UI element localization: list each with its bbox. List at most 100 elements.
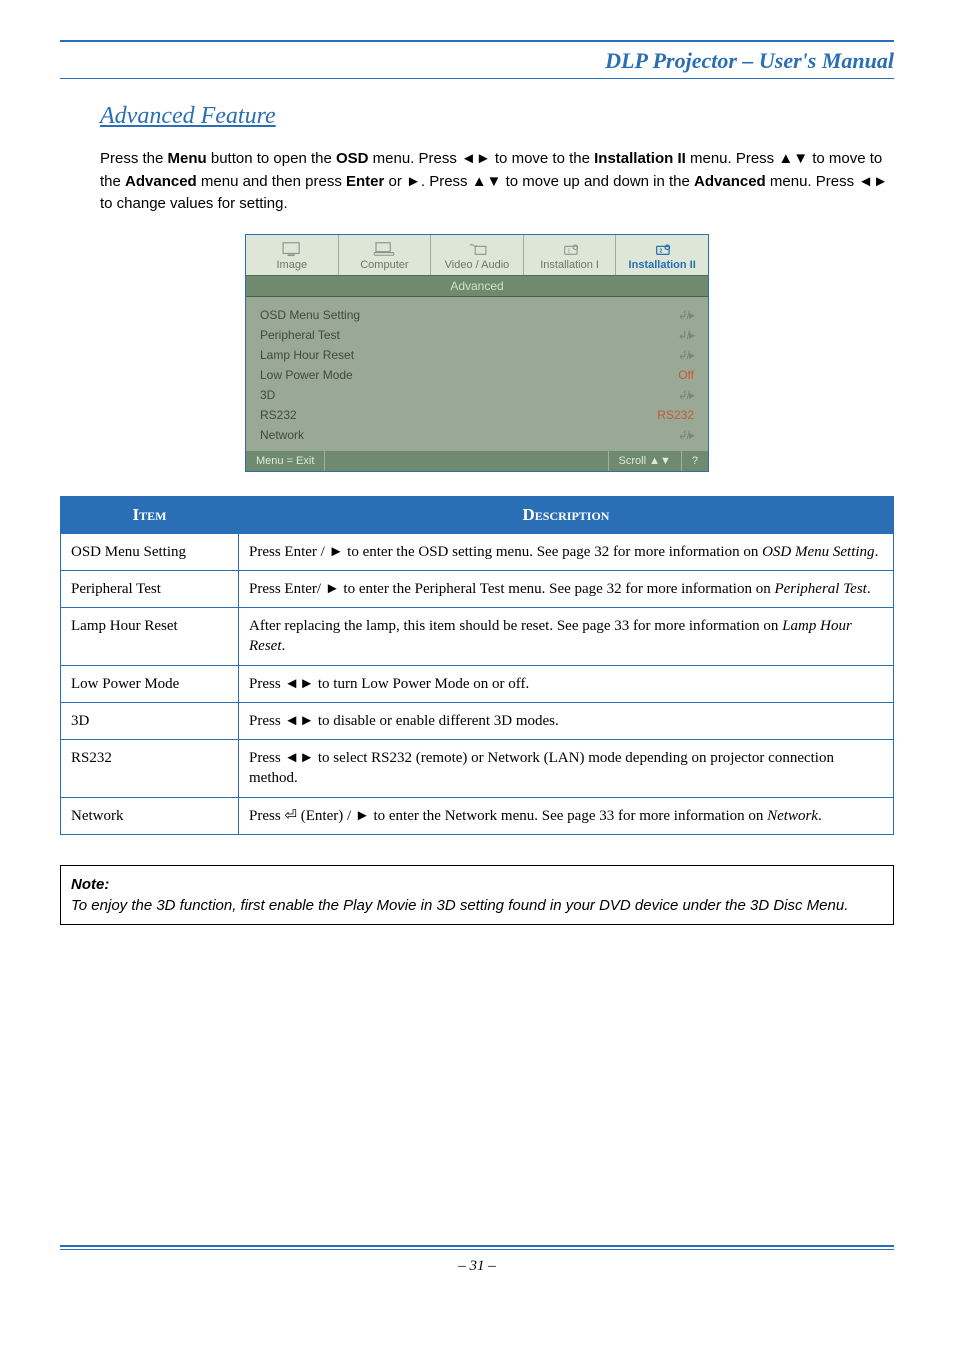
tab-label: Video / Audio [445, 259, 510, 271]
kw-enter: Enter [346, 173, 384, 190]
enter-icon: ↲/▸ [678, 428, 694, 442]
osd-footer-help-icon: ? [681, 451, 708, 471]
osd-tab-installation-2: 2 Installation II [616, 235, 708, 275]
txt-em: Network [767, 808, 818, 824]
intro-paragraph: Press the Menu button to open the OSD me… [100, 148, 894, 216]
cell-item: 3D [61, 702, 239, 739]
enter-icon: ↲/▸ [678, 348, 694, 362]
txt-em: OSD Menu Setting [762, 544, 874, 560]
th-item: Item [61, 496, 239, 533]
osd-row: Network ↲/▸ [260, 425, 694, 445]
description-table: Item Description OSD Menu Setting Press … [60, 496, 894, 835]
osd-tab-computer: Computer [339, 235, 432, 275]
osd-row-value: RS232 [657, 408, 694, 422]
cell-desc: Press ◄► to select RS232 (remote) or Net… [239, 740, 894, 798]
enter-icon: ↲/▸ [678, 308, 694, 322]
table-row: OSD Menu Setting Press Enter / ► to ente… [61, 533, 894, 570]
note-label: Note: [71, 876, 109, 893]
table-row: Network Press ⏎ (Enter) / ► to enter the… [61, 797, 894, 834]
cell-item: Peripheral Test [61, 570, 239, 607]
computer-icon [373, 241, 395, 257]
osd-row-label: Peripheral Test [260, 328, 340, 342]
osd-tab-image: Image [246, 235, 339, 275]
osd-row-label: Lamp Hour Reset [260, 348, 354, 362]
txt: menu. Press ◄► to move to the [369, 150, 595, 167]
video-audio-icon [466, 241, 488, 257]
cell-item: OSD Menu Setting [61, 533, 239, 570]
osd-row: 3D ↲/▸ [260, 385, 694, 405]
osd-row-label: 3D [260, 388, 275, 402]
osd-footer-left: Menu = Exit [246, 451, 325, 471]
kw-menu: Menu [168, 150, 207, 167]
osd-tab-installation-1: 1 Installation I [524, 235, 617, 275]
osd-row: Lamp Hour Reset ↲/▸ [260, 345, 694, 365]
installation1-icon: 1 [559, 241, 581, 257]
osd-footer-right: Scroll ▲▼ [608, 451, 681, 471]
table-row: RS232 Press ◄► to select RS232 (remote) … [61, 740, 894, 798]
kw-inst2: Installation II [594, 150, 686, 167]
note-text: To enjoy the 3D function, first enable t… [71, 897, 848, 914]
osd-row-label: RS232 [260, 408, 297, 422]
txt: . [281, 638, 285, 654]
txt: Press the [100, 150, 168, 167]
osd-screenshot: Image Computer Video / Audio 1 Installat… [245, 234, 709, 472]
header-title: DLP Projector – User's Manual [60, 48, 894, 74]
svg-text:1: 1 [567, 248, 570, 254]
osd-body: OSD Menu Setting ↲/▸ Peripheral Test ↲/▸ L… [246, 297, 708, 451]
cell-desc: Press Enter / ► to enter the OSD setting… [239, 533, 894, 570]
txt: Press ◄► to turn Low Power Mode on or of… [249, 676, 529, 692]
section-heading: Advanced Feature [100, 103, 894, 130]
cell-item: RS232 [61, 740, 239, 798]
osd-row: Peripheral Test ↲/▸ [260, 325, 694, 345]
svg-text:2: 2 [660, 248, 663, 254]
table-row: Lamp Hour Reset After replacing the lamp… [61, 608, 894, 666]
tab-label: Installation II [629, 259, 696, 271]
table-row: Peripheral Test Press Enter/ ► to enter … [61, 570, 894, 607]
txt: Press Enter / ► to enter the OSD setting… [249, 544, 762, 560]
cell-desc: Press Enter/ ► to enter the Peripheral T… [239, 570, 894, 607]
osd-row-value: Off [678, 368, 694, 382]
cell-item: Lamp Hour Reset [61, 608, 239, 666]
footer: – 31 – [60, 1245, 894, 1275]
enter-icon: ↲/▸ [678, 388, 694, 402]
cell-item: Low Power Mode [61, 665, 239, 702]
osd-tab-video-audio: Video / Audio [431, 235, 524, 275]
cell-desc: Press ◄► to turn Low Power Mode on or of… [239, 665, 894, 702]
osd-row: OSD Menu Setting ↲/▸ [260, 305, 694, 325]
cell-desc: After replacing the lamp, this item shou… [239, 608, 894, 666]
osd-row-label: OSD Menu Setting [260, 308, 360, 322]
txt: . [875, 544, 879, 560]
table-row: 3D Press ◄► to disable or enable differe… [61, 702, 894, 739]
txt: Press ◄► to disable or enable different … [249, 713, 559, 729]
th-description: Description [239, 496, 894, 533]
kw-adv2: Advanced [694, 173, 766, 190]
txt: button to open the [207, 150, 336, 167]
image-icon [281, 241, 303, 257]
txt: menu and then press [197, 173, 346, 190]
txt: . [818, 808, 822, 824]
tab-label: Installation I [540, 259, 599, 271]
osd-tabs: Image Computer Video / Audio 1 Installat… [246, 235, 708, 276]
kw-adv: Advanced [125, 173, 197, 190]
osd-footer: Menu = Exit Scroll ▲▼ ? [246, 451, 708, 471]
txt: After replacing the lamp, this item shou… [249, 618, 782, 634]
txt-em: Peripheral Test [774, 581, 866, 597]
txt: or ►. Press ▲▼ to move up and down in th… [384, 173, 694, 190]
note-box: Note: To enjoy the 3D function, first en… [60, 865, 894, 925]
cell-desc: Press ⏎ (Enter) / ► to enter the Network… [239, 797, 894, 834]
txt: Press ⏎ (Enter) / ► to enter the Network… [249, 808, 767, 824]
tab-label: Computer [360, 259, 408, 271]
osd-subhead: Advanced [246, 276, 708, 297]
osd-row: RS232 RS232 [260, 405, 694, 425]
osd-row-label: Network [260, 428, 304, 442]
cell-desc: Press ◄► to disable or enable different … [239, 702, 894, 739]
txt: Press ◄► to select RS232 (remote) or Net… [249, 750, 834, 786]
table-row: Low Power Mode Press ◄► to turn Low Powe… [61, 665, 894, 702]
tab-label: Image [277, 259, 308, 271]
cell-item: Network [61, 797, 239, 834]
enter-icon: ↲/▸ [678, 328, 694, 342]
installation2-icon: 2 [651, 241, 673, 257]
txt: Press Enter/ ► to enter the Peripheral T… [249, 581, 774, 597]
txt: . [867, 581, 871, 597]
osd-row-label: Low Power Mode [260, 368, 353, 382]
